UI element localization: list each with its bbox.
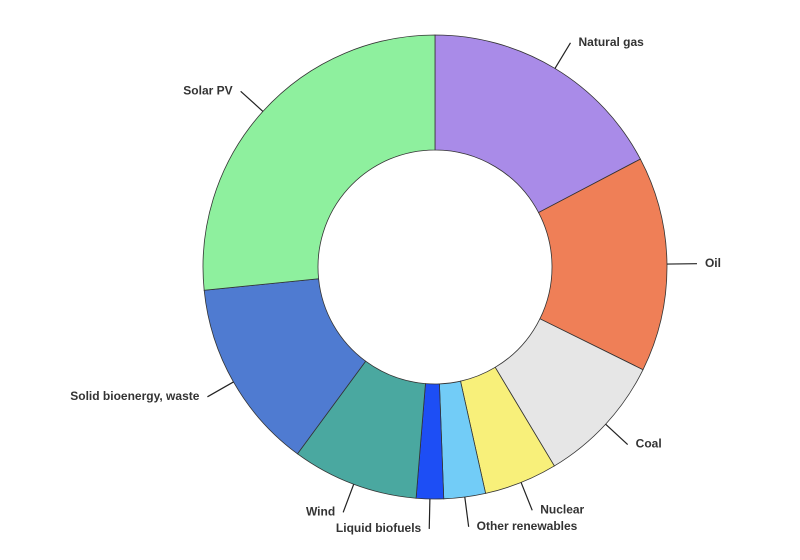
leader-line [520, 482, 533, 511]
slice [538, 158, 668, 371]
leader-line [605, 423, 629, 445]
slice-label: Solar PV [183, 83, 232, 97]
leader-line [464, 497, 470, 527]
leader-line [428, 498, 431, 529]
slice-label: Natural gas [578, 35, 644, 49]
slice [434, 34, 641, 214]
slice-label: Other renewables [477, 519, 578, 533]
leader-line [342, 484, 355, 513]
slice [202, 34, 436, 291]
slice-label: Coal [636, 437, 662, 451]
slice-label: Liquid biofuels [336, 521, 422, 535]
slice-label: Wind [306, 505, 335, 519]
slice-label: Solid bioenergy, waste [70, 389, 199, 403]
leader-line [554, 42, 572, 69]
leader-line [207, 381, 234, 398]
leader-line [240, 90, 264, 112]
slice-label: Nuclear [540, 502, 584, 516]
slice [203, 278, 367, 455]
slice-label: Oil [705, 256, 721, 270]
